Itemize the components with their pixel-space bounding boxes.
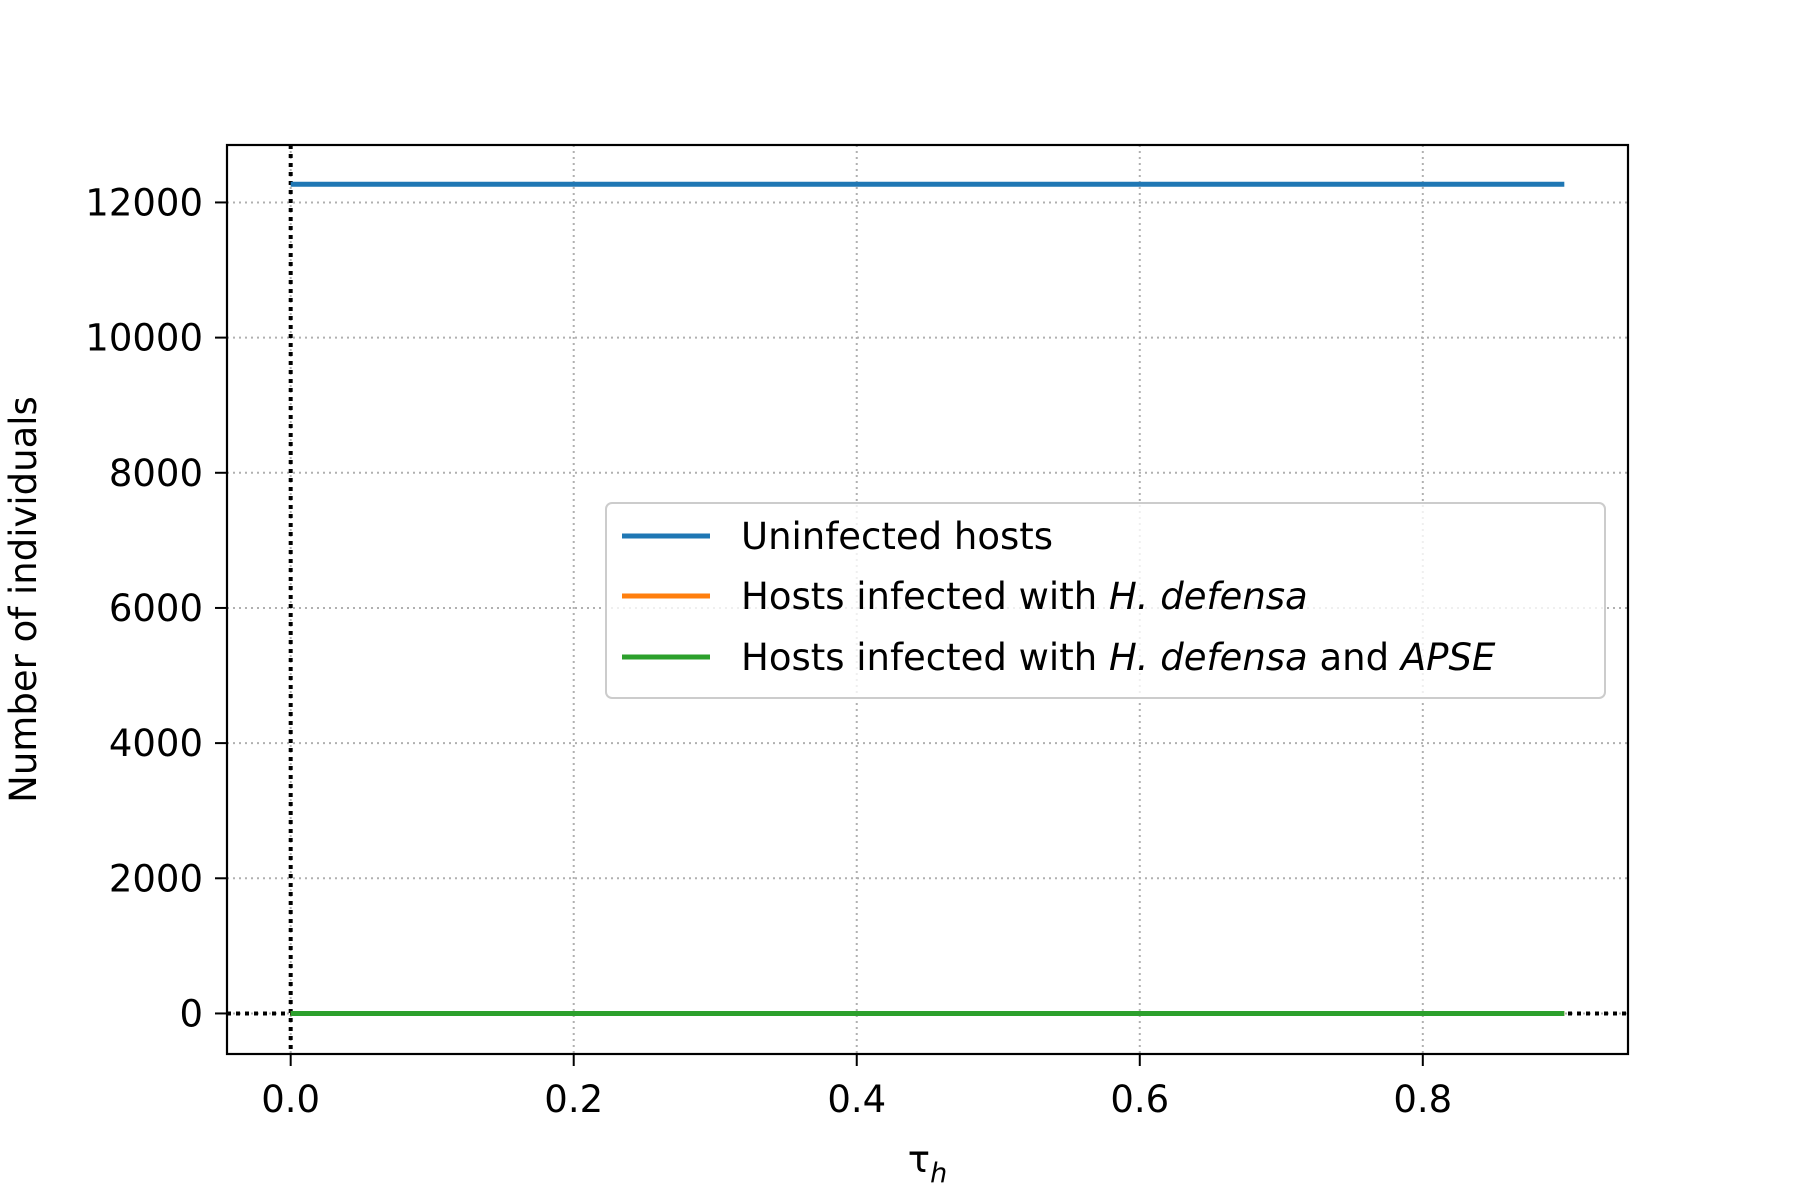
x-tick-label: 0.4 bbox=[827, 1078, 886, 1121]
legend: Uninfected hosts Hosts infected with H. d… bbox=[605, 502, 1606, 699]
y-tick-label: 0 bbox=[179, 992, 203, 1035]
x-tick-label: 0.8 bbox=[1393, 1078, 1452, 1121]
reference-lines bbox=[227, 145, 1628, 1054]
legend-label-part: Hosts infected with bbox=[741, 636, 1109, 679]
y-axis-ticks: 0 2000 4000 6000 8000 10000 12000 bbox=[85, 181, 227, 1035]
x-axis-ticks: 0.0 0.2 0.4 0.6 0.8 bbox=[261, 1054, 1452, 1121]
y-tick-label: 12000 bbox=[85, 181, 203, 224]
x-tick-label: 0.6 bbox=[1110, 1078, 1169, 1121]
x-axis-label: τh bbox=[908, 1138, 947, 1189]
y-tick-label: 4000 bbox=[109, 722, 203, 765]
x-tick-label: 0.0 bbox=[261, 1078, 320, 1121]
x-axis-label-subscript: h bbox=[930, 1158, 947, 1189]
legend-label-part: Hosts infected with bbox=[741, 575, 1109, 618]
legend-label-part: Uninfected hosts bbox=[741, 515, 1053, 558]
y-tick-label: 8000 bbox=[109, 452, 203, 495]
legend-label-part: H. defensa bbox=[1109, 575, 1308, 618]
legend-label-2: Hosts infected with H. defensa bbox=[741, 575, 1308, 618]
y-tick-label: 10000 bbox=[85, 317, 203, 360]
x-tick-label: 0.2 bbox=[544, 1078, 603, 1121]
plot-frame bbox=[225, 143, 1630, 1056]
x-axis-label-symbol: τ bbox=[908, 1138, 930, 1181]
legend-label-part: H. defensa bbox=[1109, 636, 1308, 679]
legend-label-part: and bbox=[1308, 636, 1401, 679]
series-lines bbox=[290, 181, 1565, 1016]
y-tick-label: 6000 bbox=[109, 587, 203, 630]
legend-label-3: Hosts infected with H. defensa and APSE bbox=[741, 636, 1496, 679]
y-tick-label: 2000 bbox=[109, 857, 203, 900]
legend-label-part: APSE bbox=[1399, 636, 1496, 679]
legend-label-1: Uninfected hosts bbox=[741, 515, 1053, 558]
legend-box bbox=[605, 502, 1606, 699]
y-axis-label: Number of individuals bbox=[2, 396, 45, 803]
